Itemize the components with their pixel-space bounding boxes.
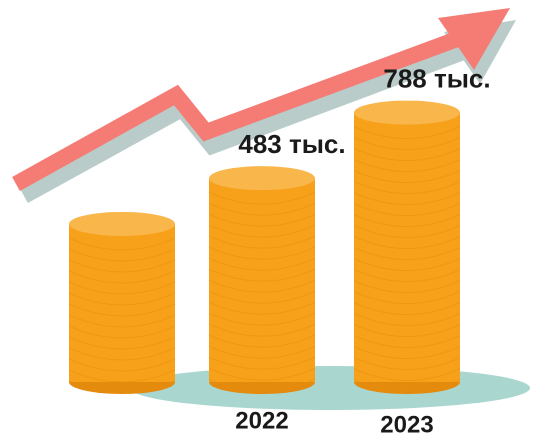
- coin-edge: [208, 378, 316, 392]
- coin-edge: [68, 336, 176, 350]
- trend-arrow: [12, 8, 516, 204]
- coin-edge: [208, 213, 316, 227]
- coin-edge: [208, 268, 316, 282]
- coin-edge: [353, 148, 461, 161]
- stacks: [68, 100, 461, 394]
- stack-top: [69, 211, 175, 236]
- stack-top: [209, 166, 315, 191]
- coin-edge: [68, 259, 176, 273]
- coin-edge: [208, 224, 316, 238]
- coin-edge: [68, 281, 176, 295]
- coin-edge: [353, 203, 461, 216]
- coin-edge: [68, 303, 176, 317]
- coin-edge: [353, 313, 461, 326]
- coin-edge: [353, 159, 461, 172]
- coin-edge: [353, 368, 461, 381]
- coin-edge: [208, 345, 316, 359]
- x-tick-label: 2023: [380, 411, 433, 438]
- coin-edge: [353, 247, 461, 260]
- coin-edge: [353, 258, 461, 271]
- coin-edge: [68, 347, 176, 361]
- coin-edge: [68, 270, 176, 284]
- coin-edge: [353, 181, 461, 194]
- coin-edge: [353, 291, 461, 304]
- coin-edge: [353, 170, 461, 183]
- coin-edge: [353, 126, 461, 139]
- x-tick-label: 2022: [235, 407, 288, 434]
- coin-edge: [208, 312, 316, 326]
- coin-edge: [208, 301, 316, 315]
- coin-edge: [353, 236, 461, 249]
- coin-edge: [68, 358, 176, 372]
- coin-edge: [353, 357, 461, 370]
- coin-edge: [208, 334, 316, 348]
- coin-edge: [353, 280, 461, 293]
- coin-edge: [353, 335, 461, 348]
- coin-stack: [209, 178, 315, 382]
- shadow: [130, 366, 530, 410]
- coin-edge: [68, 292, 176, 306]
- coin-edge: [208, 235, 316, 249]
- value-label: 788 тыс.: [383, 63, 490, 93]
- coin-edge: [208, 356, 316, 370]
- coin-edge: [208, 246, 316, 260]
- coin-edge: [68, 380, 176, 394]
- coin-edge: [208, 290, 316, 304]
- coin-edge: [68, 369, 176, 383]
- coin-edge: [208, 202, 316, 216]
- coin-edge: [208, 279, 316, 293]
- coin-edge: [353, 137, 461, 150]
- coin-edge: [68, 325, 176, 339]
- coin-stack: [354, 112, 460, 382]
- value-label: 483 тыс.: [238, 129, 345, 159]
- coin-edge: [353, 346, 461, 359]
- coin-edge: [68, 248, 176, 262]
- coin-edge: [208, 257, 316, 271]
- coin-edge: [68, 314, 176, 328]
- coin-edge: [353, 225, 461, 238]
- coin-edge: [68, 237, 176, 251]
- coin-edge: [353, 214, 461, 227]
- coin-edge: [353, 324, 461, 337]
- coin-edge: [353, 269, 461, 282]
- coin-edge: [353, 192, 461, 205]
- coin-edge: [208, 367, 316, 381]
- stack-top: [354, 100, 460, 125]
- coin-stack: [69, 223, 175, 382]
- coin-edge: [353, 302, 461, 315]
- coin-edge: [353, 379, 461, 392]
- coin-edge: [208, 191, 316, 205]
- coin-edge: [208, 323, 316, 337]
